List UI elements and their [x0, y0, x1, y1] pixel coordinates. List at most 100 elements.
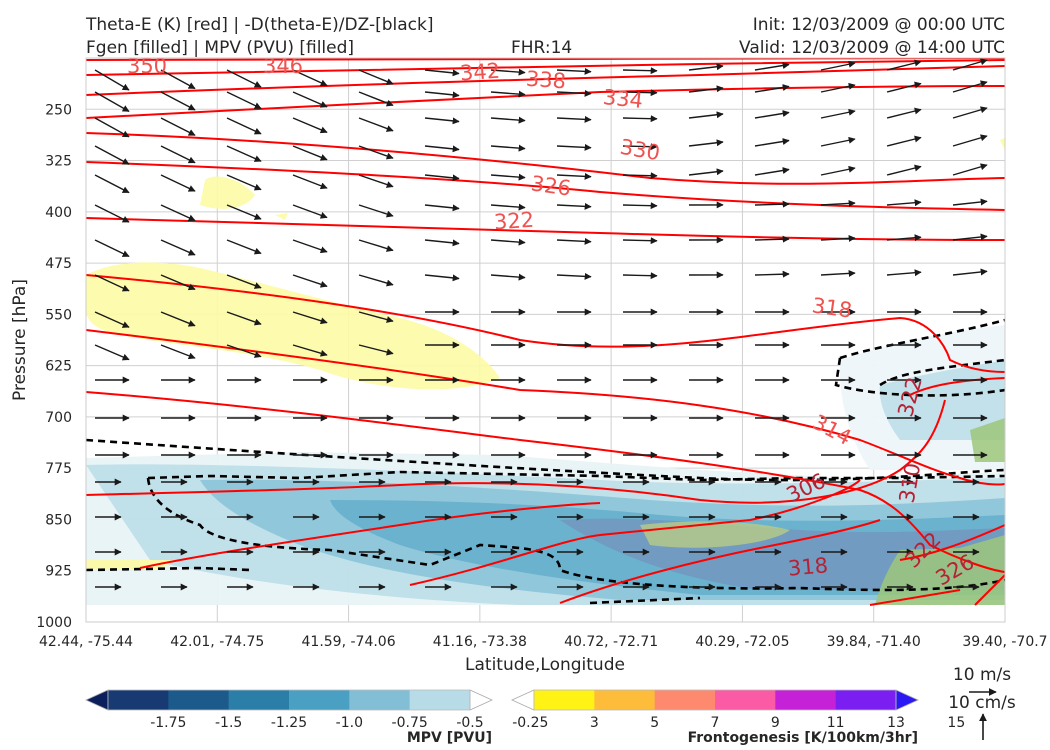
wind-vector	[622, 115, 658, 123]
x-tick-label: 42.44, -75.44	[39, 634, 133, 650]
wind-vector	[226, 69, 262, 88]
theta-e-contour	[869, 589, 961, 606]
theta-e-contour	[899, 524, 1005, 561]
mpv-colorbar-label: MPV [PVU]	[407, 730, 492, 746]
wind-vector	[754, 167, 790, 176]
y-axis-label: Pressure [hPa]	[10, 279, 30, 401]
mpv-colorbar: -1.75 -1.5 -1.25 -1.0 -0.75 -0.5 -0.25	[85, 689, 548, 731]
wind-vector	[820, 136, 856, 147]
plot-frame	[85, 57, 1006, 623]
theta-e-label: 318	[787, 553, 829, 580]
theta-e-contour	[974, 574, 1005, 606]
wind-vector	[160, 204, 196, 222]
wind-vector	[226, 311, 262, 326]
theta-e-contour	[86, 65, 1005, 96]
colorbar-segment	[349, 690, 411, 710]
theta-e-label: 338	[525, 67, 567, 94]
wind-vector	[490, 68, 526, 76]
wind-vector	[820, 82, 856, 93]
wind-vector	[160, 91, 196, 111]
wind-vector	[556, 272, 592, 280]
fgen-fill-area	[1000, 138, 1005, 150]
wind-vector	[160, 174, 196, 192]
theta-e-label: 346	[263, 54, 303, 78]
wind-vector	[226, 344, 262, 358]
theta-e-contour	[86, 85, 1005, 119]
theta-e-label: 350	[127, 54, 167, 78]
wind-vector	[160, 311, 196, 327]
x-axis-label: Latitude,Longitude	[465, 655, 625, 675]
wind-vector	[886, 234, 922, 242]
wind-vector	[886, 107, 922, 119]
theta-e-contour	[559, 519, 881, 604]
y-tick-label: 325	[45, 154, 72, 170]
colorbar-tick-label: 9	[771, 715, 780, 731]
wind-vector	[820, 60, 856, 71]
y-tick-label: 1000	[36, 615, 72, 631]
colorbar-extend-high	[469, 689, 493, 711]
wind-vector	[820, 199, 856, 207]
wind-vector	[160, 274, 196, 291]
wind-vector	[952, 134, 988, 147]
wind-vector	[94, 145, 130, 165]
wind-vector	[886, 81, 922, 93]
x-tick-label: 41.59, -74.06	[302, 634, 396, 650]
wind-vector	[622, 272, 658, 280]
theta-e-contour	[86, 391, 1005, 573]
dthetae-dz-contour	[589, 596, 701, 605]
wind-vector	[94, 69, 130, 91]
dthetae-dz-contour	[147, 470, 1005, 482]
wind-vector	[622, 237, 658, 245]
wind-vector	[754, 84, 790, 93]
wind-vector	[952, 198, 988, 206]
vector-key-vertical-label: 10 cm/s	[948, 693, 1016, 713]
wind-vector	[754, 270, 790, 278]
y-tick-label: 475	[45, 256, 72, 272]
x-tick-label: 39.40, -70.7	[962, 634, 1047, 650]
y-tick-label: 700	[45, 410, 72, 426]
wind-vector	[952, 233, 988, 241]
x-tick-labels: 42.44, -75.44 42.01, -74.75 41.59, -74.06 4…	[39, 634, 1048, 650]
theta-e-contour	[86, 161, 1005, 211]
wind-vector	[490, 90, 526, 98]
fgen-fill-area	[275, 213, 288, 220]
wind-vector	[754, 200, 790, 208]
wind-vector	[556, 143, 592, 151]
wind-vector	[358, 239, 394, 252]
wind-vector	[490, 203, 526, 211]
wind-vector	[556, 202, 592, 210]
colorbar-extend-low	[85, 689, 109, 711]
wind-vector	[886, 59, 922, 71]
colorbar-tick-label: -1.0	[336, 715, 363, 731]
wind-vector	[358, 174, 394, 188]
theta-e-label: 318	[810, 293, 853, 322]
wind-vector	[160, 239, 196, 256]
wind-vector	[160, 145, 196, 164]
wind-vector	[292, 204, 328, 219]
colorbar-segment	[168, 690, 230, 710]
wind-vector	[292, 274, 328, 288]
wind-vector	[358, 344, 394, 356]
colorbar-segment	[228, 690, 290, 710]
x-tick-label: 40.72, -72.71	[564, 634, 658, 650]
wind-vector	[886, 135, 922, 147]
y-tick-label: 625	[45, 359, 72, 375]
theta-e-contour	[86, 329, 1005, 486]
wind-vector	[754, 235, 790, 243]
theta-e-contour	[86, 274, 1005, 373]
colorbar-segment	[534, 690, 595, 710]
wind-vector	[490, 173, 526, 181]
y-tick-label: 775	[45, 461, 72, 477]
theta-e-contour	[409, 479, 861, 586]
wind-vector	[424, 174, 460, 182]
wind-vector	[622, 202, 658, 210]
wind-vector	[952, 80, 988, 93]
wind-vector	[556, 115, 592, 123]
fgen-fill-area	[86, 262, 500, 390]
wind-vector	[556, 172, 592, 180]
wind-vector	[754, 110, 790, 119]
wind-vector	[952, 106, 988, 119]
wind-vector	[94, 91, 130, 113]
fgen-fill-area	[200, 176, 255, 209]
